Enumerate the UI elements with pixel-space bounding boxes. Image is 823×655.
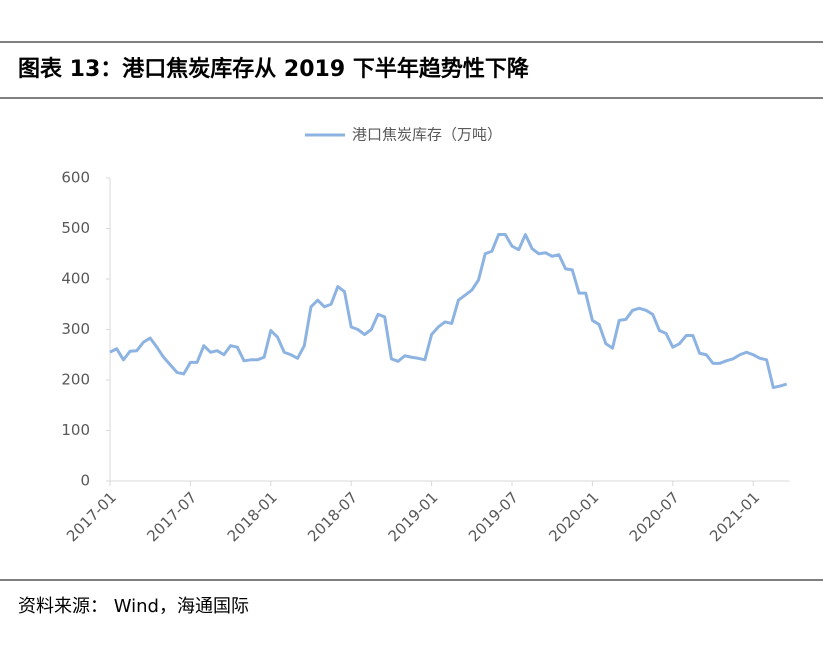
- y-tick-label: 400: [61, 270, 90, 288]
- x-tick-label: 2018-01: [224, 488, 281, 545]
- x-tick-label: 2018-07: [304, 488, 361, 545]
- y-tick-label: 500: [61, 219, 90, 237]
- series-line: [109, 233, 788, 390]
- y-tick-label: 200: [61, 371, 90, 389]
- y-tick-label: 300: [61, 320, 90, 338]
- y-tick-label: 600: [61, 169, 90, 187]
- x-tick-label: 2020-07: [626, 488, 683, 545]
- x-tick-label: 2017-07: [143, 488, 200, 545]
- y-tick-label: 0: [80, 472, 90, 490]
- x-tick-label: 2019-07: [465, 488, 522, 545]
- source-note: 资料来源： Wind，海通国际: [18, 596, 249, 617]
- x-tick-label: 2019-01: [385, 488, 442, 545]
- x-tick-label: 2020-01: [545, 488, 602, 545]
- y-tick-label: 100: [61, 421, 90, 439]
- x-tick-label: 2021-01: [706, 488, 763, 545]
- x-tick-label: 2017-01: [63, 488, 120, 545]
- legend-label: 港口焦炭库存（万吨）: [352, 126, 502, 144]
- chart-title: 图表 13：港口焦炭库存从 2019 下半年趋势性下降: [18, 56, 530, 82]
